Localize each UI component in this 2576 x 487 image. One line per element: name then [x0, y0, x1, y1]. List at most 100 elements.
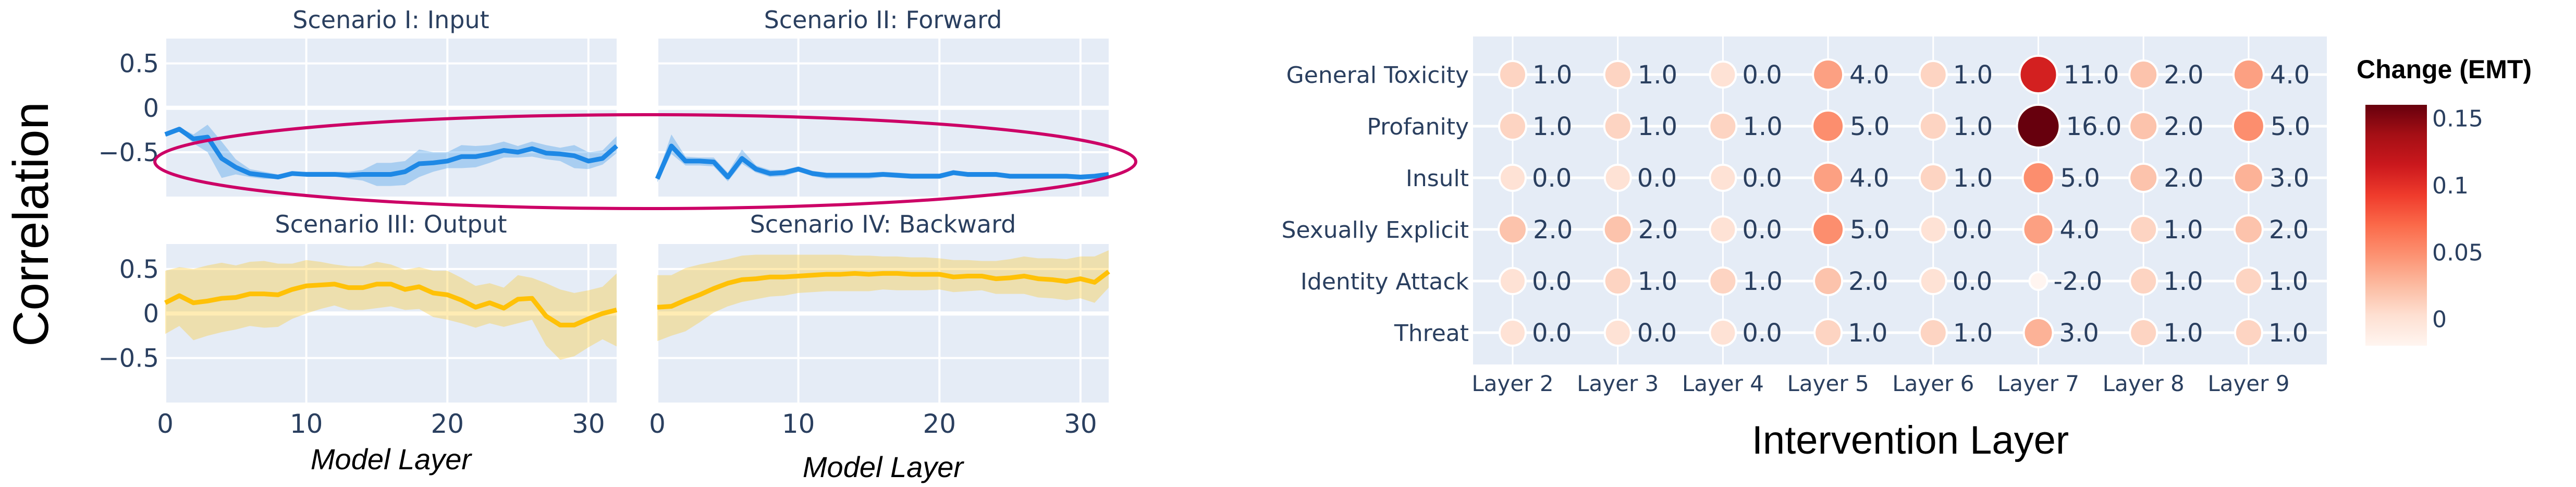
y-category-label: Sexually Explicit [1282, 217, 1469, 244]
bubble-marker [1709, 319, 1737, 347]
plot-background [657, 244, 1109, 403]
heatmap-background [1473, 36, 2327, 364]
bubble-marker [1498, 60, 1527, 89]
bubble-value-label: 0.0 [1742, 60, 1782, 90]
bubble-value-label: 4.0 [2060, 215, 2100, 245]
bubble-marker [1918, 112, 1948, 141]
y-tick-label: 0 [143, 299, 159, 328]
x-tick-label: 30 [572, 409, 605, 439]
bubble-value-label: 1.0 [1638, 112, 1677, 141]
bubble-marker [2022, 213, 2055, 246]
bubble-marker [2232, 58, 2265, 91]
bubble-marker [1708, 266, 1738, 296]
bubble-marker [1603, 164, 1632, 192]
bubble-value-label: -2.0 [2054, 267, 2103, 296]
x-category-label: Layer 8 [2103, 371, 2185, 396]
bubble-marker [1709, 215, 1737, 244]
bubble-value-label: 1.0 [1953, 319, 1993, 348]
bubble-value-label: 5.0 [2271, 112, 2310, 141]
bubble-value-label: 1.0 [2163, 319, 2203, 348]
bubble-value-label: 4.0 [1849, 60, 1889, 90]
y-tick-label: 0.5 [119, 50, 159, 79]
bubble-value-label: 1.0 [2268, 319, 2308, 348]
bubble-value-label: 2.0 [2164, 112, 2203, 141]
colorbar-tick-label: 0 [2432, 307, 2447, 333]
plot-background [165, 244, 617, 403]
bubble-marker [2128, 59, 2159, 90]
bubble-marker [1919, 215, 1947, 244]
bubble-marker [1499, 319, 1527, 347]
bubble-marker [2231, 109, 2265, 143]
bubble-marker [1498, 214, 1528, 245]
x-tick-label: 0 [649, 409, 666, 439]
bubble-marker [2129, 266, 2158, 296]
bubble-value-label: 1.0 [1532, 60, 1572, 90]
x-tick-label: 10 [782, 409, 815, 439]
x-tick-label: 20 [923, 409, 956, 439]
bubble-value-label: 1.0 [1953, 60, 1993, 90]
bubble-value-label: 0.0 [1953, 267, 1992, 296]
bubble-marker [1499, 267, 1527, 295]
y-tick-label: −0.5 [98, 138, 159, 167]
bubble-value-label: 1.0 [1743, 267, 1782, 296]
panel-title: Scenario III: Output [275, 210, 507, 238]
bubble-marker [2234, 266, 2263, 296]
bubble-marker [2233, 214, 2264, 245]
bubble-value-label: 1.0 [2163, 215, 2203, 245]
bubble-value-label: 4.0 [2270, 60, 2310, 90]
x-tick-label: 10 [290, 409, 323, 439]
confidence-band [657, 134, 1109, 182]
x-category-label: Layer 9 [2207, 371, 2289, 396]
bubble-value-label: 0.0 [1742, 215, 1782, 245]
x-category-label: Layer 7 [1997, 371, 2079, 396]
bubble-value-label: 11.0 [2064, 60, 2119, 90]
bubble-marker [1603, 112, 1633, 141]
bubble-marker [2128, 111, 2159, 141]
bubble-marker [1811, 213, 1845, 246]
y-category-label: Profanity [1367, 114, 1469, 140]
bubble-value-label: 2.0 [2269, 215, 2309, 245]
bubble-marker [1812, 162, 1845, 194]
bubble-marker [2232, 162, 2264, 193]
colorbar-tick-label: 0.1 [2432, 173, 2469, 199]
colorbar-title: Change (EMT) [2357, 55, 2532, 84]
y-tick-label: −0.5 [98, 344, 159, 373]
bubble-value-label: 3.0 [2059, 319, 2099, 348]
y-category-label: Insult [1406, 165, 1469, 192]
x-category-label: Layer 6 [1892, 371, 1974, 396]
y-category-label: Identity Attack [1301, 269, 1469, 295]
bubble-value-label: 1.0 [1638, 60, 1677, 90]
colorbar-tick-label: 0.05 [2432, 239, 2483, 266]
bubble-marker [2022, 317, 2054, 348]
bubble-value-label: 1.0 [1953, 112, 1993, 141]
bubble-marker [1602, 214, 1633, 245]
bubble-value-label: 0.0 [1953, 215, 1992, 245]
bubble-value-label: 1.0 [1953, 164, 1993, 193]
x-category-label: Layer 3 [1577, 371, 1659, 396]
y-axis-label: Correlation [3, 102, 59, 347]
bubble-value-label: 2.0 [1638, 215, 1678, 245]
bubble-value-label: 2.0 [2164, 164, 2203, 193]
bubble-value-label: 5.0 [1850, 215, 1890, 245]
bubble-marker [2016, 104, 2061, 149]
bubble-value-label: 16.0 [2066, 112, 2122, 141]
bubble-value-label: 2.0 [1848, 267, 1888, 296]
x-tick-label: 0 [157, 409, 174, 439]
bubble-value-label: 0.0 [1532, 164, 1572, 193]
bubble-value-label: 1.0 [2163, 267, 2203, 296]
panel-2: Scenario II: Forward [655, 6, 1109, 197]
x-category-label: Layer 2 [1471, 371, 1553, 396]
bubble-value-label: 0.0 [1637, 319, 1677, 348]
colorbar-tick-label: 0.15 [2432, 106, 2483, 132]
confidence-band [657, 250, 1109, 342]
x-tick-label: 20 [431, 409, 464, 439]
bubble-value-label: 1.0 [1638, 267, 1677, 296]
bubble-value-label: 1.0 [1848, 319, 1887, 348]
bubble-marker [2128, 163, 2159, 193]
bubble-marker [1812, 58, 1845, 91]
bubble-value-label: 0.0 [1637, 164, 1677, 193]
bubble-marker [1499, 164, 1527, 192]
panel-1: Scenario I: Input 0.5 0 −0.5 [98, 6, 618, 197]
panel-4: Scenario IV: Backward 0 10 20 30 [649, 210, 1110, 439]
